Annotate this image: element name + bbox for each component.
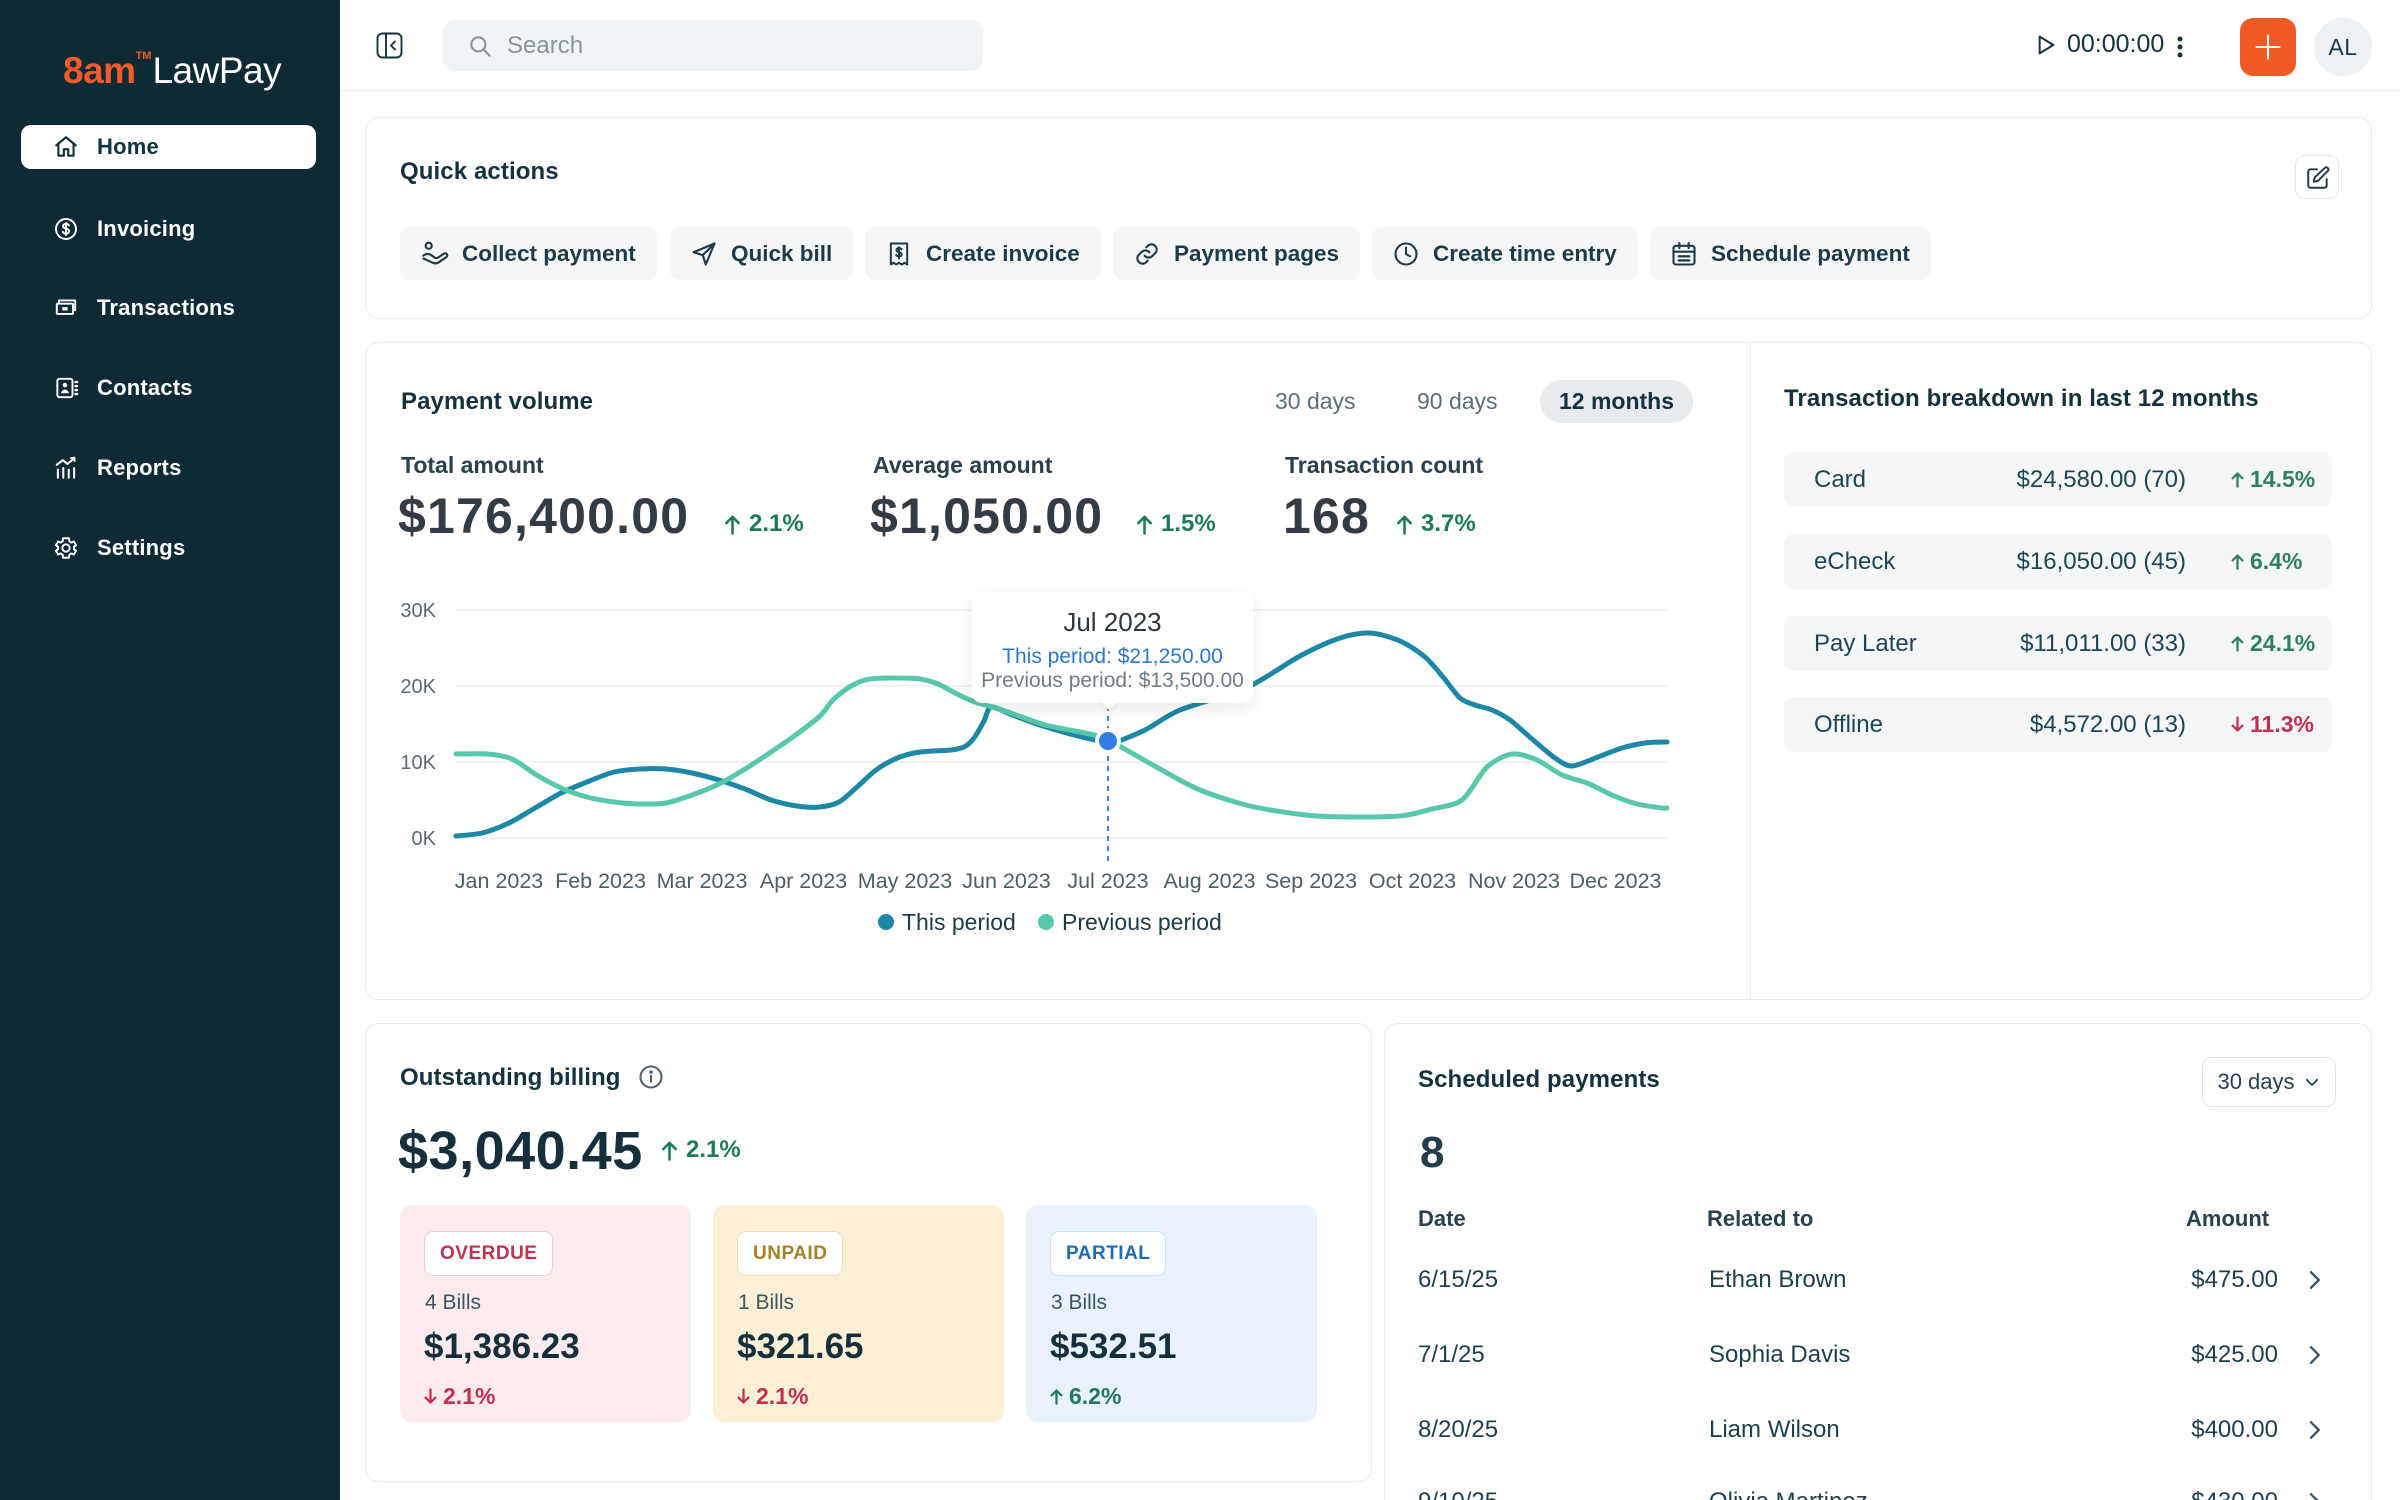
svg-text:Nov 2023: Nov 2023	[1468, 869, 1560, 893]
svg-text:Feb 2023: Feb 2023	[555, 869, 646, 893]
svg-text:Aug 2023: Aug 2023	[1163, 869, 1255, 893]
svg-text:20K: 20K	[400, 676, 436, 698]
svg-text:Previous period: Previous period	[1062, 909, 1222, 935]
svg-text:This period: This period	[902, 909, 1016, 935]
svg-text:Apr 2023: Apr 2023	[760, 869, 847, 893]
svg-text:Sep 2023: Sep 2023	[1265, 869, 1357, 893]
svg-text:Jul 2023: Jul 2023	[1067, 869, 1148, 893]
svg-text:Jun 2023: Jun 2023	[962, 869, 1051, 893]
svg-text:Dec 2023: Dec 2023	[1569, 869, 1661, 893]
svg-text:0K: 0K	[412, 828, 437, 850]
svg-text:Oct 2023: Oct 2023	[1369, 869, 1456, 893]
svg-text:Mar 2023: Mar 2023	[657, 869, 748, 893]
svg-text:Jan 2023: Jan 2023	[455, 869, 544, 893]
svg-text:10K: 10K	[400, 752, 436, 774]
svg-text:May 2023: May 2023	[858, 869, 952, 893]
svg-text:30K: 30K	[400, 600, 436, 622]
